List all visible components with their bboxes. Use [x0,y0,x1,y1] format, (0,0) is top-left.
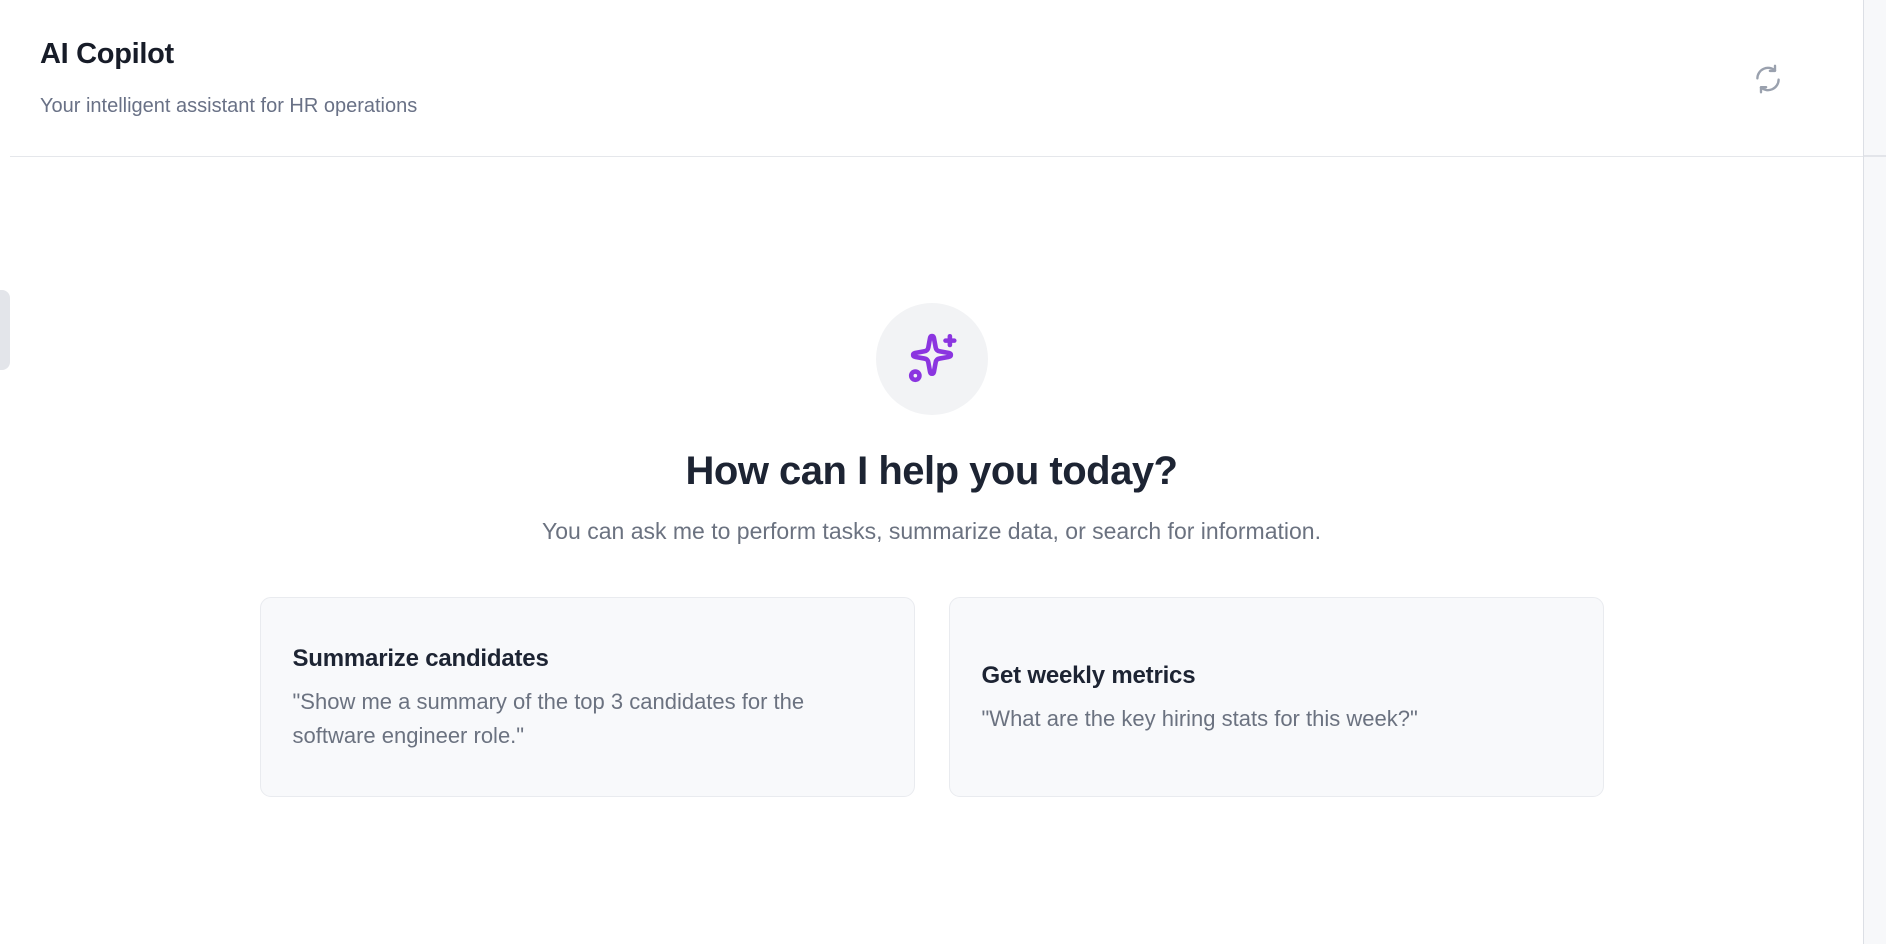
empty-state-heading: How can I help you today? [685,449,1179,493]
suggestion-prompt: "Show me a summary of the top 3 candidat… [292,689,805,749]
header-divider [10,156,1863,157]
empty-state: How can I help you today? You can ask me… [0,157,1863,797]
sparkle-icon [903,330,961,388]
panel-header: AI Copilot Your intelligent assistant fo… [0,0,1863,157]
suggestion-list: Summarize candidates "Show me a summary … [259,596,1604,797]
refresh-icon [1753,64,1783,94]
reset-conversation-button[interactable] [1744,55,1792,103]
suggestion-title: Summarize candidates [292,645,549,673]
right-rail-divider [1864,155,1886,157]
right-rail[interactable] [1863,0,1886,944]
suggestion-prompt: "What are the key hiring stats for this … [981,706,1418,732]
ai-sparkle-badge [875,303,988,415]
empty-state-subheading: You can ask me to perform tasks, summari… [542,518,1321,544]
page-subtitle: Your intelligent assistant for HR operat… [40,95,418,117]
suggestion-title: Get weekly metrics [981,662,1196,690]
suggestion-card-summarize-candidates[interactable]: Summarize candidates "Show me a summary … [259,596,915,797]
conversation-area: How can I help you today? You can ask me… [0,157,1863,944]
page-title: AI Copilot [40,38,174,70]
panel-resize-handle[interactable] [0,290,10,370]
suggestion-card-get-weekly-metrics[interactable]: Get weekly metrics "What are the key hir… [948,596,1604,797]
